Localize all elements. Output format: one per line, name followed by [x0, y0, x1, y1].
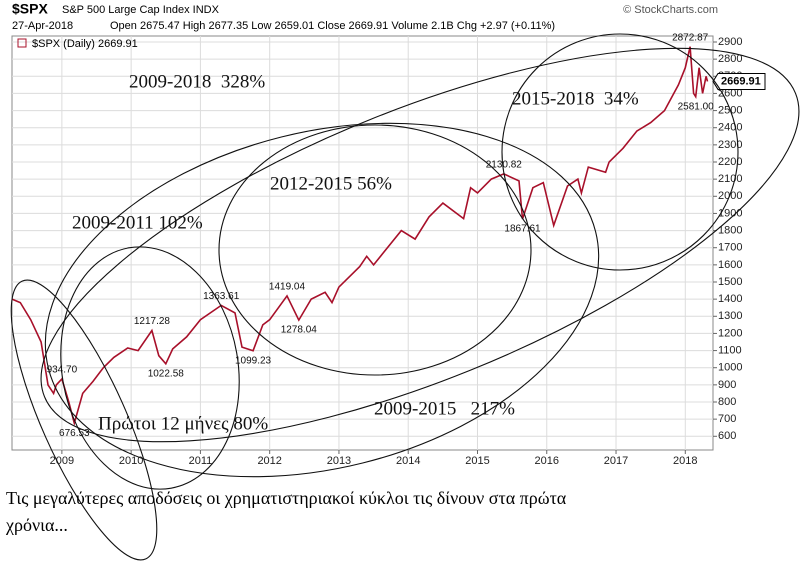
y-tick-label: 1200	[718, 327, 742, 339]
value-label: 676.53	[59, 428, 90, 439]
y-tick-label: 600	[718, 430, 736, 442]
x-tick-label: 2013	[327, 455, 351, 467]
y-tick-label: 1000	[718, 362, 742, 374]
value-label: 1419.04	[269, 282, 306, 293]
x-tick-label: 2014	[396, 455, 420, 467]
x-tick-label: 2016	[535, 455, 559, 467]
value-label: 1867.61	[504, 224, 541, 235]
y-tick-label: 2000	[718, 190, 742, 202]
price-line	[11, 46, 709, 427]
last-value-label: 2669.91	[721, 75, 761, 87]
x-tick-label: 2010	[119, 455, 143, 467]
annotation: Πρώτοι 12 μήνες 80%	[98, 413, 268, 434]
y-tick-label: 2900	[718, 36, 742, 48]
y-tick-label: 1600	[718, 259, 742, 271]
annotation: 2015-2018 34%	[512, 88, 639, 109]
x-tick-label: 2012	[257, 455, 281, 467]
y-tick-label: 2800	[718, 53, 742, 65]
annotation: 2009-2015 217%	[374, 398, 515, 419]
value-label: 1278.04	[281, 325, 318, 336]
last-value-box	[712, 72, 766, 90]
y-tick-label: 1900	[718, 207, 742, 219]
marks: 934.70 676.53 1217.28 1022.58 1363.61 1099.23…	[11, 32, 766, 439]
symbol: $SPX	[12, 1, 48, 17]
y-tick-label: 2300	[718, 139, 742, 151]
value-label: 1363.61	[203, 291, 240, 302]
y-tick-label: 900	[718, 379, 736, 391]
x-tick-label: 2018	[673, 455, 697, 467]
annotation: 2012-2015 56%	[270, 173, 392, 194]
ring	[218, 124, 532, 376]
ring	[60, 246, 240, 490]
index-name: S&P 500 Large Cap Index INDX	[62, 4, 220, 16]
value-label: 1022.58	[148, 368, 185, 379]
value-label: 2872.87	[672, 32, 709, 43]
y-tick-label: 800	[718, 396, 736, 408]
caption: Τις μεγαλύτερες αποδόσεις οι χρηματιστηρ…	[6, 488, 567, 508]
y-tick-label: 1400	[718, 293, 742, 305]
caption: χρόνια...	[5, 515, 68, 535]
plot-frame	[11, 35, 714, 451]
y-tick-label: 1800	[718, 224, 742, 236]
value-label: 1217.28	[134, 316, 171, 327]
y-tick-label: 700	[718, 413, 736, 425]
x-tick-label: 2011	[189, 455, 213, 467]
y-tick-label: 1700	[718, 242, 742, 254]
y-tick-label: 1100	[718, 344, 742, 356]
annotations: 2009-2018 328% 2015-2018 34% 2012-2015 56%…	[72, 71, 639, 434]
source: © StockCharts.com	[623, 4, 718, 16]
value-label: 2130.82	[486, 160, 523, 171]
ring	[44, 122, 600, 478]
ring	[501, 33, 739, 271]
ring	[40, 47, 800, 443]
quote: Open 2675.47 High 2677.35 Low 2659.01 Cl…	[110, 20, 555, 32]
y-tick-label: 1300	[718, 310, 742, 322]
value-label: 934.70	[47, 365, 78, 376]
y-tick-label: 2200	[718, 156, 742, 168]
y-tick-label: 2100	[718, 173, 742, 185]
x-tick-label: 2015	[465, 455, 489, 467]
annotation: 2009-2018 328%	[129, 71, 265, 92]
y-tick-label: 1500	[718, 276, 742, 288]
ring	[10, 279, 158, 561]
value-label: 2581.00	[678, 101, 715, 112]
x-tick-label: 2009	[50, 455, 74, 467]
legend: $SPX (Daily) 2669.91	[32, 38, 138, 50]
x-tick-label: 2017	[604, 455, 628, 467]
legend-swatch	[17, 38, 27, 48]
date: 27-Apr-2018	[12, 20, 73, 32]
y-tick-label: 2400	[718, 122, 742, 134]
value-label: 1099.23	[235, 355, 272, 366]
annotation: 2009-2011 102%	[72, 212, 203, 233]
